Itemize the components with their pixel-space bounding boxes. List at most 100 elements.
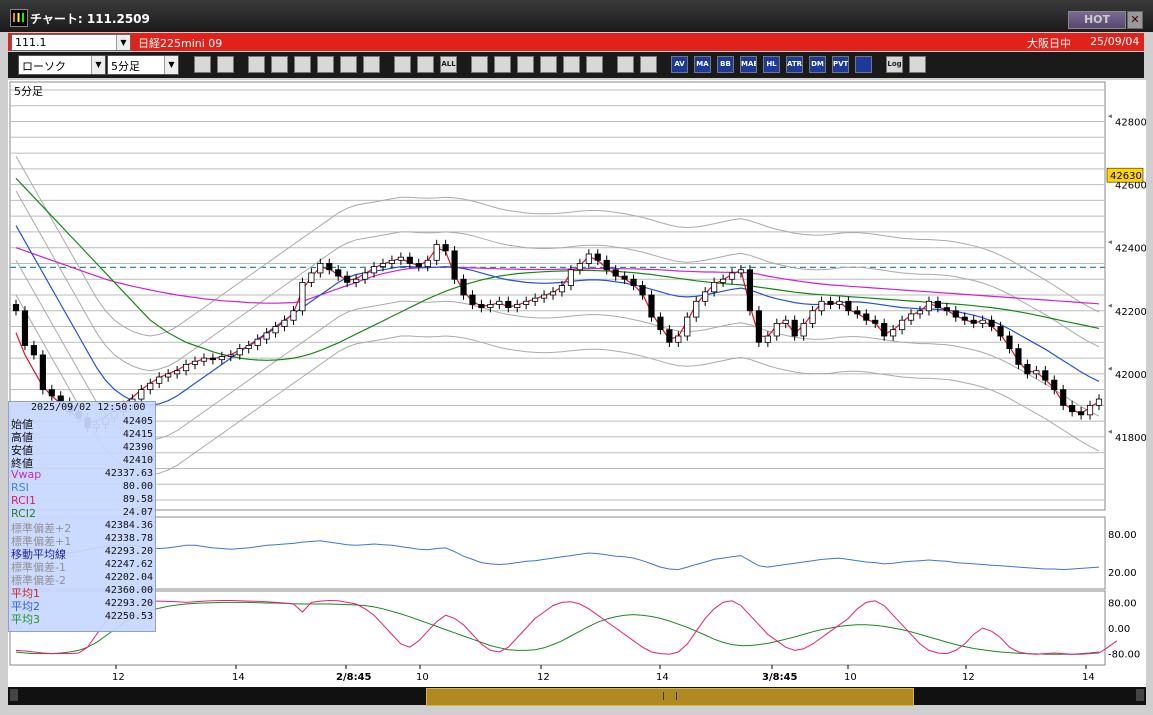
chevron-down-icon[interactable]: ▼ (91, 56, 105, 74)
ma-icon[interactable]: MA (694, 56, 711, 73)
info-value: 42250.53 (104, 611, 153, 622)
info-panel: 2025/09/02 12:50:00 始値 42405 高値 42415 安値 4239… (8, 401, 156, 632)
hot-button[interactable]: HOT (1068, 11, 1126, 29)
all-icon[interactable]: ALL (440, 56, 457, 73)
interval-select[interactable]: 5分足 ▼ (107, 55, 179, 75)
cursor-icon[interactable] (271, 56, 288, 73)
info-label: RCI2 (11, 507, 37, 520)
info-value: 42410 (122, 455, 153, 466)
bar-right-icon[interactable] (417, 56, 434, 73)
candle-body (791, 319, 798, 337)
tick-arrow-icon: ◀ (1108, 240, 1112, 246)
candle-body (630, 278, 637, 286)
av-icon[interactable]: AV (671, 56, 688, 73)
chart-svg[interactable]: 5分足 ◀42800◀42600◀42400◀42200◀42000◀41800… (8, 80, 1147, 687)
dm-icon[interactable]: DM (809, 56, 826, 73)
scroll-right-arrow-icon[interactable] (1136, 689, 1144, 701)
zoom-icon[interactable] (194, 56, 211, 73)
candle-body (1086, 404, 1094, 416)
pen-icon[interactable] (617, 56, 634, 73)
export-icon[interactable] (909, 56, 926, 73)
candle-body (890, 329, 897, 337)
candle-body (353, 278, 360, 283)
candle-body (156, 376, 163, 384)
notes-icon[interactable] (340, 56, 357, 73)
chart-area[interactable]: 5分足 ◀42800◀42600◀42400◀42200◀42000◀41800… (8, 80, 1147, 687)
pvt-icon[interactable]: PVT (832, 56, 849, 73)
info-row: Vwap 42337.63 (9, 468, 155, 481)
candle-body (487, 304, 494, 309)
info-value: 42390 (122, 442, 153, 453)
print-icon[interactable] (317, 56, 334, 73)
info-label: 始値 (11, 418, 33, 431)
candle-body (1024, 363, 1031, 375)
gray-icon[interactable] (563, 56, 580, 73)
symbol-bar (8, 33, 1144, 51)
mae-icon[interactable]: MAE (740, 56, 757, 73)
symbol-select[interactable]: 111.1 ▼ (11, 34, 131, 51)
levels-icon[interactable] (517, 56, 534, 73)
candle-body (728, 272, 736, 280)
info-row: RCI1 89.58 (9, 494, 155, 507)
chevron-down-icon[interactable]: ▼ (164, 56, 178, 74)
rci1-line (15, 599, 1118, 655)
candle-body (782, 319, 789, 324)
sq-icon[interactable] (855, 56, 872, 73)
info-value: 42247.62 (104, 559, 153, 570)
chart-type-select[interactable]: ローソク ▼ (18, 55, 106, 75)
candle-body (755, 310, 762, 343)
info-row: 移動平均線 42293.20 (9, 546, 155, 561)
candle-body (299, 281, 306, 312)
candle-body (442, 244, 449, 252)
candle-body (1042, 370, 1049, 381)
atr-icon[interactable]: ATR (786, 56, 803, 73)
refresh-icon[interactable] (294, 56, 311, 73)
candle-body (845, 300, 852, 312)
scroll-left-arrow-icon[interactable] (10, 689, 18, 701)
bb-icon[interactable]: BB (717, 56, 734, 73)
price-tick-label: 42400 (1115, 244, 1146, 255)
instrument-name: 日経225mini 09 (138, 37, 223, 50)
scroll-thumb[interactable] (426, 688, 914, 706)
info-row: 標準偏差-2 42202.04 (9, 572, 155, 587)
price-tick-label: 41800 (1115, 433, 1146, 444)
time-scrollbar[interactable] (8, 687, 1146, 706)
info-row: 終値 42410 (9, 455, 155, 470)
log-icon[interactable]: Log (886, 56, 903, 73)
draw-line-icon[interactable] (248, 56, 265, 73)
pointer-icon[interactable] (471, 56, 488, 73)
current-price-badge (1106, 167, 1144, 183)
rainbow-icon[interactable] (640, 56, 657, 73)
bar-left-icon[interactable] (394, 56, 411, 73)
info-row: 始値 42405 (9, 416, 155, 431)
candle-body (30, 345, 37, 356)
info-datetime: 2025/09/02 12:50:00 (31, 402, 146, 413)
crosshair-icon[interactable] (217, 56, 234, 73)
search-icon[interactable] (494, 56, 511, 73)
info-row: 安値 42390 (9, 442, 155, 457)
candle-body (737, 269, 745, 274)
vol-icon[interactable] (540, 56, 557, 73)
candle-body (684, 316, 691, 337)
palette-icon[interactable] (586, 56, 603, 73)
candle-body (943, 307, 950, 312)
candle-body (523, 300, 530, 305)
delete-icon[interactable] (363, 56, 380, 73)
price-panel-border (9, 81, 1106, 511)
vwap-line (15, 247, 1100, 305)
time-tick-label: 10 (416, 672, 429, 683)
info-value: 42337.63 (104, 468, 153, 479)
candle-body (227, 354, 234, 357)
info-row: 平均3 42250.53 (9, 611, 155, 626)
bb-lower-line (15, 260, 1100, 441)
info-label: 標準偏差+2 (11, 522, 72, 535)
candle-body (138, 389, 145, 400)
bb-upper-line (15, 155, 1100, 337)
candle-body (666, 329, 673, 343)
candle-body (612, 269, 619, 277)
close-button[interactable]: ✕ (1127, 11, 1143, 29)
candle-body (308, 272, 315, 283)
tick-arrow-icon: ◀ (1108, 303, 1112, 309)
chevron-down-icon[interactable]: ▼ (116, 35, 130, 50)
hl-icon[interactable]: HL (763, 56, 780, 73)
